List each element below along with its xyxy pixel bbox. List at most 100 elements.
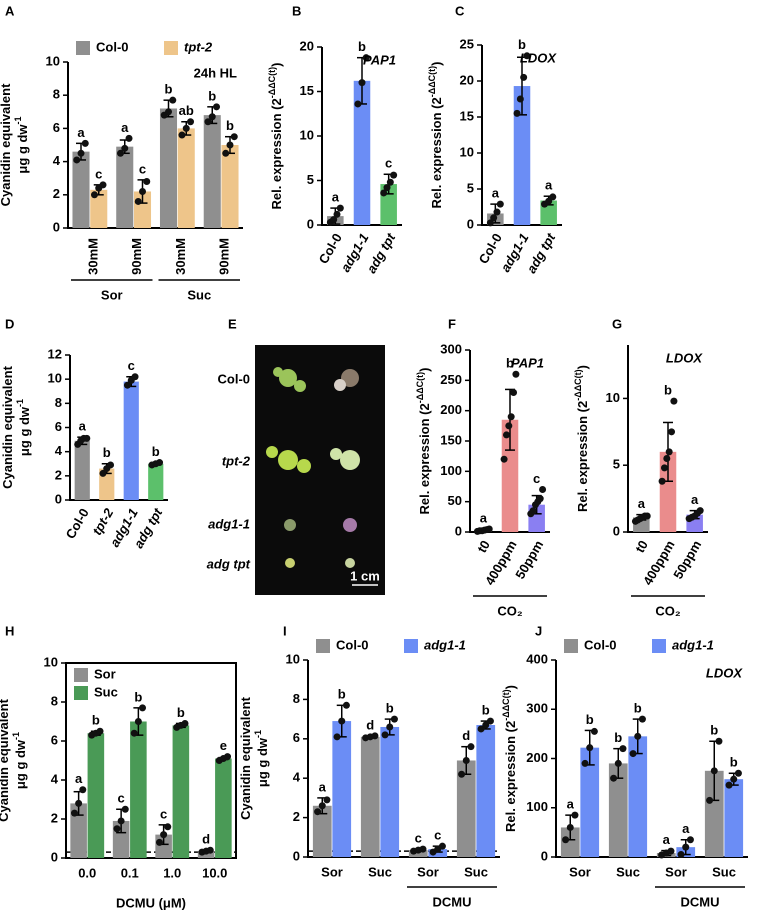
bar bbox=[203, 115, 221, 228]
legend-label: Col-0 bbox=[584, 637, 617, 652]
data-point bbox=[386, 723, 394, 731]
y-axis-label-part: Cyanidin equivalent bbox=[0, 83, 13, 206]
data-point bbox=[665, 448, 673, 456]
bar bbox=[501, 419, 519, 532]
significance-letter: c bbox=[385, 156, 392, 171]
y-tick-label: 4 bbox=[51, 771, 59, 786]
y-axis-label-part: μg g dw bbox=[255, 737, 270, 787]
y-axis-label-part: μg g dw bbox=[15, 124, 30, 174]
data-point bbox=[338, 717, 346, 725]
significance-letter: d bbox=[366, 717, 374, 732]
legend-swatch bbox=[652, 639, 666, 653]
genotype-label: adg1-1 bbox=[208, 516, 250, 531]
significance-letter: b bbox=[165, 82, 173, 97]
data-point bbox=[668, 428, 676, 436]
y-axis-label-part: -ΔΔC(t) bbox=[415, 372, 425, 403]
significance-letter: b bbox=[634, 701, 642, 716]
y-tick-label: 100 bbox=[526, 799, 548, 814]
data-point bbox=[520, 73, 528, 81]
y-tick-label: 10 bbox=[48, 371, 62, 386]
y-tick-label: 6 bbox=[51, 732, 58, 747]
data-point bbox=[643, 512, 651, 520]
data-point bbox=[419, 845, 427, 853]
y-tick-label: 5 bbox=[613, 457, 620, 472]
significance-letter: c bbox=[128, 358, 135, 373]
significance-letter: b bbox=[338, 687, 346, 702]
data-point bbox=[125, 134, 133, 142]
data-point bbox=[390, 715, 398, 723]
legend-swatch bbox=[316, 639, 330, 653]
data-point bbox=[682, 843, 690, 851]
significance-letter: b bbox=[386, 701, 394, 716]
significance-letter: c bbox=[118, 791, 125, 806]
data-point bbox=[381, 731, 389, 739]
y-tick-label: 6 bbox=[53, 120, 60, 135]
data-point bbox=[99, 469, 107, 477]
data-point bbox=[213, 103, 221, 111]
y-axis-label-part: Cyanidin equivalent bbox=[0, 698, 11, 821]
bar bbox=[172, 725, 190, 858]
genotype-label: tpt-2 bbox=[222, 453, 251, 468]
legend-label: Suc bbox=[94, 684, 118, 699]
data-point bbox=[156, 459, 164, 467]
data-point bbox=[614, 759, 622, 767]
panel-label: F bbox=[448, 316, 456, 331]
data-point bbox=[571, 811, 579, 819]
y-axis-label: μg g dw-1 bbox=[13, 116, 30, 173]
data-point bbox=[206, 846, 214, 854]
y-tick-label: 10 bbox=[46, 53, 60, 68]
x-tick-label: 10.0 bbox=[202, 865, 227, 880]
significance-letter: c bbox=[95, 166, 102, 181]
y-axis-label: Cyanidin equivalent bbox=[238, 696, 253, 819]
data-point bbox=[323, 796, 331, 804]
group-label: CO₂ bbox=[497, 603, 523, 618]
bar bbox=[90, 189, 108, 228]
genotype-label: adg tpt bbox=[207, 556, 251, 571]
data-point bbox=[486, 717, 494, 725]
data-point bbox=[710, 767, 718, 775]
y-axis-label-part: ) bbox=[269, 62, 284, 66]
y-tick-label: 8 bbox=[293, 691, 300, 706]
significance-letter: ab bbox=[179, 103, 194, 118]
significance-letter: a bbox=[638, 496, 646, 511]
x-tick-label: Col-0 bbox=[63, 506, 92, 542]
data-point bbox=[706, 796, 714, 804]
data-point bbox=[182, 124, 190, 132]
bar bbox=[312, 805, 332, 857]
x-tick-label: Sor bbox=[665, 864, 687, 879]
data-point bbox=[715, 737, 723, 745]
y-axis-label: Cyanidin equivalent bbox=[0, 365, 15, 488]
significance-letter: b bbox=[482, 703, 490, 718]
significance-letter: b bbox=[506, 356, 514, 371]
data-point bbox=[222, 149, 230, 157]
significance-letter: b bbox=[208, 88, 216, 103]
significance-letter: b bbox=[586, 712, 594, 727]
y-axis-label-part: Cyanidin equivalent bbox=[0, 365, 15, 488]
data-point bbox=[467, 743, 475, 751]
legend-label: adg1-1 bbox=[424, 637, 466, 652]
legend-label: adg1-1 bbox=[672, 637, 714, 652]
photo-background bbox=[255, 345, 385, 595]
data-point bbox=[155, 838, 163, 846]
gene-title: LDOX bbox=[520, 50, 557, 65]
bar bbox=[221, 145, 239, 228]
y-axis-label: Rel. expression (2-ΔΔC(t)) bbox=[267, 62, 284, 209]
data-point bbox=[371, 732, 379, 740]
y-axis-label-part: μg g dw bbox=[17, 406, 32, 456]
bar bbox=[72, 151, 90, 228]
significance-letter: b bbox=[710, 723, 718, 738]
y-tick-label: 2 bbox=[55, 467, 62, 482]
panel-label: J bbox=[535, 623, 542, 638]
data-point bbox=[686, 836, 694, 844]
data-point bbox=[77, 149, 85, 157]
y-tick-label: 25 bbox=[460, 36, 474, 51]
legend-label: Col-0 bbox=[96, 39, 129, 54]
y-axis-label: Rel. expression (2-ΔΔC(t)) bbox=[427, 61, 444, 208]
data-point bbox=[458, 770, 466, 778]
y-tick-label: 100 bbox=[440, 463, 462, 478]
legend-label: Col-0 bbox=[336, 637, 369, 652]
y-tick-label: 0 bbox=[467, 216, 474, 231]
data-point bbox=[512, 370, 520, 378]
data-point bbox=[730, 775, 738, 783]
legend-swatch bbox=[74, 686, 88, 700]
